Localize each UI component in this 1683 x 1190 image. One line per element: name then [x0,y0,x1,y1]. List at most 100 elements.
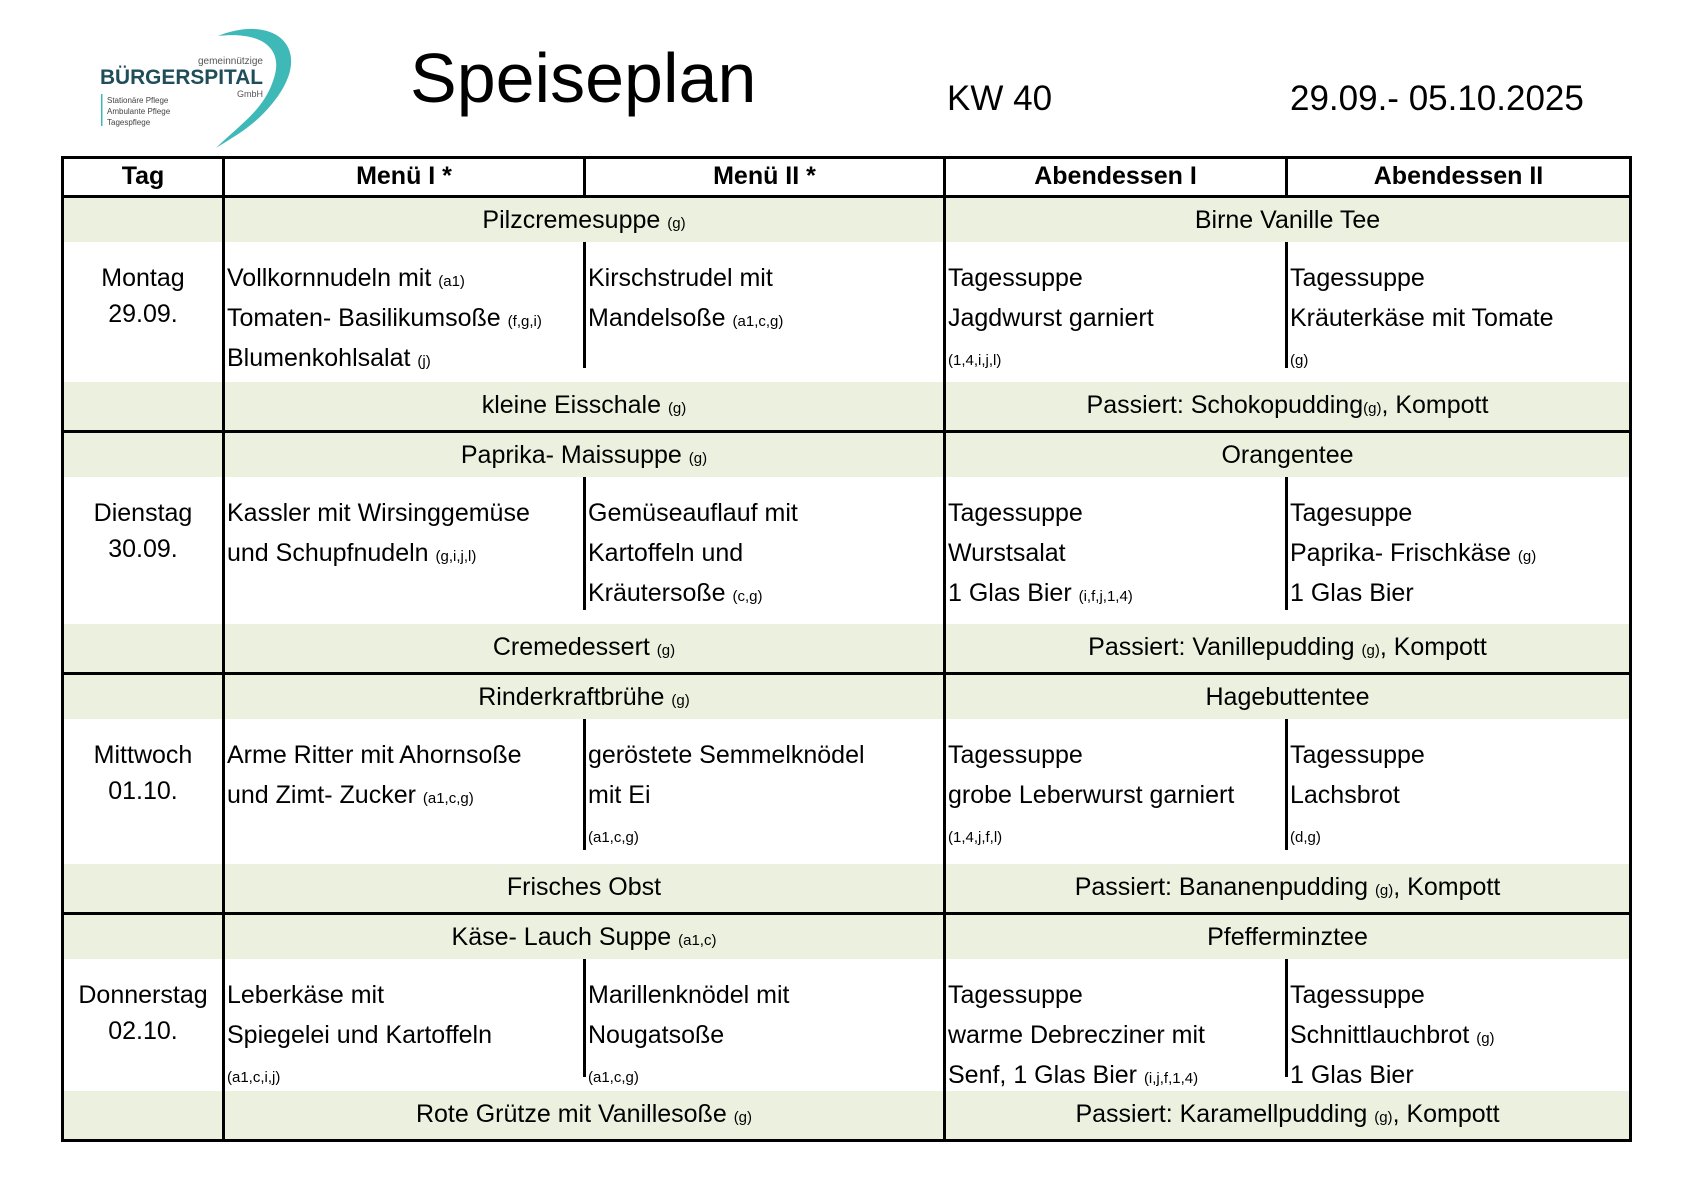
day-block-mittwoch: Rinderkraftbrühe (g) Hagebuttentee Mittw… [64,675,1629,915]
dish-line: Vollkornnudeln mit (a1) [227,264,465,292]
main-row: Mittwoch 01.10. Arme Ritter mit Ahornsoße… [64,719,1629,864]
dish-line: Tagessuppe [1290,741,1425,769]
day-name: Montag [101,264,185,292]
dish-line: Leberkäse mit [227,981,385,1009]
header-menu1: Menü I * [225,159,586,195]
abend1-cell: Tagessuppe grobe Leberwurst garniert (1,4,… [946,719,1288,864]
dish-line: geröstete Semmelknödel [588,741,865,769]
dessert: Frisches Obst [225,864,946,912]
day-date: 01.10. [108,777,178,805]
day-label: Montag 29.09. [64,242,225,382]
allergen-codes: (1,4,i,j,l) [948,352,1002,369]
day-name: Donnerstag [78,981,208,1009]
logo-suffix: GmbH [237,89,263,99]
menu2-cell: Marillenknödel mit Nougatsoße (a1,c,g) [583,959,946,1091]
day-date: 29.09. [108,300,178,328]
dish-line: Gemüseauflauf mit [588,499,798,527]
day-rows: Pilzcremesuppe (g) Birne Vanille Tee Mon… [64,198,1629,1139]
allergen-codes: (a1,c,g) [732,313,784,330]
dessert: kleine Eisschale (g) [225,382,946,430]
allergen-codes: (1,4,j,f,l) [948,829,1003,846]
evening-dessert: Passiert: Bananenpudding (g), Kompott [1074,873,1501,901]
menu1-cell: Vollkornnudeln mit (a1) Tomaten- Basiliku… [225,242,586,382]
dish-line: warme Debrecziner mit [948,1021,1206,1049]
dish-line: Wurstsalat [948,539,1066,567]
day-label: Donnerstag 02.10. [64,959,225,1091]
dish-line: Blumenkohlsalat (j) [227,344,431,372]
allergen-codes: (g) [1476,1030,1495,1047]
menu-table: Tag Menü I * Menü II * Abendessen I Aben… [61,156,1632,1142]
allergen-codes: (g,i,j,l) [435,548,477,565]
header-menu2: Menü II * [586,159,946,195]
dish-line: Kirschstrudel mit [588,264,773,292]
allergen-codes: (i,f,j,1,4) [1078,588,1133,605]
evening-dessert: Passiert: Karamellpudding (g), Kompott [1075,1100,1500,1128]
dish-line: mit Ei [588,781,651,809]
dish-line: Lachsbrot [1290,781,1400,809]
allergen-codes: (j) [417,353,431,370]
dish-line: (1,4,i,j,l) [948,340,1288,378]
soup-band: Käse- Lauch Suppe (a1,c) Pfefferminztee [64,915,1629,959]
menu2-cell: Kirschstrudel mit Mandelsoße (a1,c,g) [583,242,946,382]
soup: Paprika- Maissuppe (g) [225,433,946,477]
table-header: Tag Menü I * Menü II * Abendessen I Aben… [64,159,1629,198]
tea: Orangentee [1221,441,1354,469]
dish-line: Kartoffeln und [588,539,744,567]
abend2-cell: Tagessuppe Schnittlauchbrot (g) 1 Glas Bie… [1285,959,1629,1091]
menu1-cell: Kassler mit Wirsinggemüse und Schupfnudel… [225,477,586,624]
soup: Pilzcremesuppe (g) [225,198,946,242]
allergen-codes: (a1) [438,273,465,290]
svg-text:Stationäre Pflege: Stationäre Pflege [107,96,169,105]
dish-line: 1 Glas Bier [1290,579,1414,607]
header-abend2: Abendessen II [1373,162,1544,190]
day-date: 02.10. [108,1017,178,1045]
dish-line: Tagesuppe [1290,499,1413,527]
day-name: Mittwoch [93,741,193,769]
page-title: Speiseplan [410,39,757,117]
dish-line: Kassler mit Wirsinggemüse [227,499,530,527]
date-range: 29.09.- 05.10.2025 [1290,79,1584,118]
dessert-band: Rote Grütze mit Vanillesoße (g) Passiert… [64,1091,1629,1139]
day-block-dienstag: Paprika- Maissuppe (g) Orangentee Dienst… [64,433,1629,675]
allergen-codes: (c,g) [732,588,763,605]
tea: Pfefferminztee [1207,923,1368,951]
abend1-cell: Tagessuppe Wurstsalat 1 Glas Bier (i,f,j,1… [946,477,1288,624]
menu1-cell: Leberkäse mit Spiegelei und Kartoffeln (a1… [225,959,586,1091]
dish-line: (1,4,j,f,l) [948,817,1288,855]
logo-name: BÜRGERSPITAL [100,66,263,89]
dish-line: Nougatsoße [588,1021,725,1049]
dish-line: und Schupfnudeln (g,i,j,l) [227,539,477,567]
dish-line: Kräuterkäse mit Tomate [1290,304,1554,332]
allergen-codes: (a1,c,g) [422,790,474,807]
evening-dessert: Passiert: Vanillepudding (g), Kompott [1088,633,1487,661]
soup-band: Pilzcremesuppe (g) Birne Vanille Tee [64,198,1629,242]
dish-line: Tagessuppe [1290,264,1425,292]
day-block-donnerstag: Käse- Lauch Suppe (a1,c) Pfefferminztee … [64,915,1629,1139]
menu2-cell: geröstete Semmelknödel mit Ei (a1,c,g) [583,719,946,864]
calendar-week: KW 40 [947,79,1053,118]
header-tag: Tag [64,159,225,195]
dish-line: Senf, 1 Glas Bier (i,j,f,1,4) [948,1061,1199,1089]
dish-line: Tagessuppe [948,499,1083,527]
main-row: Montag 29.09. Vollkornnudeln mit (a1) Toma… [64,242,1629,382]
soup-band: Rinderkraftbrühe (g) Hagebuttentee [64,675,1629,719]
dish-line: Spiegelei und Kartoffeln [227,1021,493,1049]
allergen-codes: (i,j,f,1,4) [1143,1070,1199,1087]
dish-line: Marillenknödel mit [588,981,790,1009]
dish-line: Arme Ritter mit Ahornsoße [227,741,522,769]
dish-line: (a1,c,g) [588,1057,943,1095]
soup: Rinderkraftbrühe (g) [225,675,946,719]
buergerspital-logo: gemeinnützige BÜRGERSPITAL GmbH Stationä… [100,28,292,148]
day-label: Mittwoch 01.10. [64,719,225,864]
dish-line: Jagdwurst garniert [948,304,1154,332]
soup: Käse- Lauch Suppe (a1,c) [225,915,946,959]
abend1-cell: Tagessuppe warme Debrecziner mit Senf, 1 G… [946,959,1288,1091]
dish-line: 1 Glas Bier (i,f,j,1,4) [948,579,1133,607]
menu1-cell: Arme Ritter mit Ahornsoße und Zimt- Zucke… [225,719,586,864]
dish-line: Schnittlauchbrot (g) [1290,1021,1495,1049]
evening-dessert: Passiert: Schokopudding(g), Kompott [1086,391,1489,419]
dish-line: (d,g) [1290,817,1629,855]
menu2-cell: Gemüseauflauf mit Kartoffeln und Kräuterso… [583,477,946,624]
allergen-codes: (a1,c,i,j) [227,1069,281,1086]
abend2-cell: Tagessuppe Kräuterkäse mit Tomate (g) [1285,242,1629,382]
